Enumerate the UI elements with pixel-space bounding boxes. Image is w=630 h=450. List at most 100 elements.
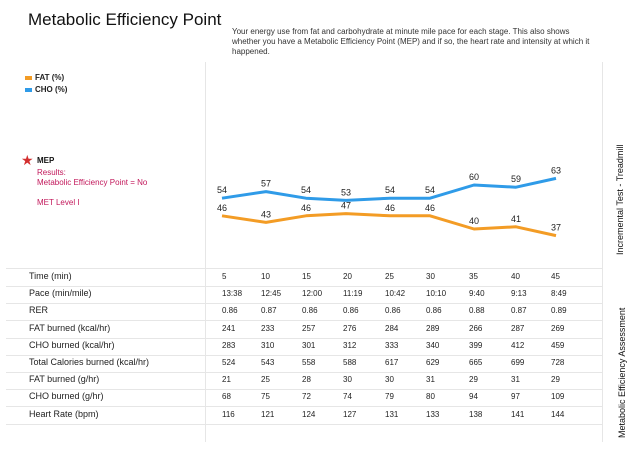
table-row-divider [6, 337, 602, 339]
table-row-label: Total Calories burned (kcal/hr) [29, 357, 150, 367]
table-cell: 289 [426, 323, 440, 333]
table-cell: 31 [426, 375, 435, 385]
table-cell: 80 [426, 392, 435, 402]
table-row-label: FAT burned (g/hr) [29, 374, 100, 385]
table-cell: 10:42 [385, 289, 406, 299]
table-row-divider [6, 389, 602, 391]
data-label-cho: 54 [425, 185, 435, 195]
table-cell: 68 [222, 392, 231, 402]
met-level: MET Level I [37, 198, 80, 207]
table-cell: 0.86 [222, 306, 238, 316]
star-icon: ★ [21, 152, 34, 168]
table-cell: 97 [511, 392, 520, 402]
table-cell: 399 [469, 340, 483, 350]
table-cell: 72 [302, 392, 311, 402]
table-row-label: CHO burned (g/hr) [29, 391, 104, 402]
mep-results-heading: Results: [37, 168, 66, 177]
legend-item-fat: FAT (%) [25, 73, 64, 82]
table-cell: 10 [261, 272, 270, 281]
table-cell: 21 [222, 375, 231, 385]
table-cell: 287 [511, 323, 525, 333]
table-cell: 12:45 [261, 289, 282, 299]
data-label-cho: 57 [261, 179, 271, 189]
table-row-label: Pace (min/mile) [29, 288, 92, 299]
table-cell: 276 [343, 323, 357, 333]
table-cell: 28 [302, 375, 311, 385]
table-cell: 121 [261, 409, 275, 419]
table-cell: 12:00 [302, 289, 323, 299]
table-cell: 30 [426, 272, 435, 281]
table-cell: 312 [343, 340, 357, 350]
table-row-divider [6, 286, 602, 287]
table-cell: 79 [385, 392, 394, 402]
table-cell: 138 [469, 409, 483, 419]
table-cell: 0.86 [302, 306, 318, 316]
series-line-fat [221, 212, 557, 238]
table-cell: 233 [261, 323, 275, 333]
table-cell: 25 [385, 272, 394, 281]
grid-vline-left [205, 62, 206, 442]
table-cell: 131 [385, 409, 399, 419]
table-cell: 728 [551, 358, 565, 367]
table-cell: 558 [302, 358, 316, 367]
table-cell: 29 [551, 375, 560, 385]
table-cell: 124 [302, 409, 316, 419]
table-row-label: Time (min) [29, 271, 72, 281]
series-line-cho [221, 176, 557, 202]
chart-description: Your energy use from fat and carbohydrat… [232, 27, 590, 56]
table-cell: 15 [302, 272, 311, 281]
table-cell: 31 [511, 375, 520, 385]
table-cell: 29 [469, 375, 478, 385]
table-cell: 588 [343, 358, 357, 367]
table-cell: 144 [551, 409, 565, 419]
table-cell: 0.86 [343, 306, 359, 316]
table-row-label: Heart Rate (bpm) [29, 408, 99, 419]
table-cell: 20 [343, 272, 352, 281]
table-row-divider [6, 354, 602, 356]
legend-swatch-fat [25, 75, 32, 80]
data-label-cho: 54 [301, 185, 311, 195]
table-cell: 8:49 [551, 289, 567, 299]
table-cell: 412 [511, 340, 525, 350]
table-cell: 0.86 [385, 306, 401, 316]
table-cell: 301 [302, 340, 316, 350]
mep-result-text: Metabolic Efficiency Point = No [37, 177, 148, 187]
table-cell: 0.88 [469, 306, 485, 316]
table-cell: 629 [426, 358, 440, 367]
data-label-fat: 40 [469, 216, 479, 226]
mep-results: Results: Metabolic Efficiency Point = No [37, 168, 187, 187]
table-cell: 257 [302, 323, 316, 333]
table-cell: 45 [551, 272, 560, 281]
table-cell: 283 [222, 340, 236, 350]
data-label-cho: 63 [551, 165, 561, 175]
table-cell: 133 [426, 409, 440, 419]
table-cell: 0.87 [511, 306, 527, 316]
grid-hline [6, 268, 602, 269]
legend-label-fat: FAT (%) [35, 73, 65, 82]
data-label-fat: 41 [511, 214, 521, 224]
side-label-assessment: Metabolic Efficiency Assessment [617, 307, 627, 438]
table-cell: 30 [385, 375, 394, 385]
data-label-cho: 54 [385, 185, 395, 195]
table-cell: 116 [222, 409, 235, 419]
table-cell: 699 [511, 358, 525, 367]
table-cell: 617 [385, 358, 399, 367]
table-cell: 459 [551, 340, 565, 350]
table-cell: 241 [222, 323, 236, 333]
data-label-cho: 53 [341, 187, 351, 197]
table-cell: 0.89 [551, 306, 567, 316]
table-cell: 35 [469, 272, 478, 281]
table-cell: 74 [343, 392, 352, 402]
table-cell: 310 [261, 340, 275, 350]
table-cell: 94 [469, 392, 478, 402]
table-cell: 266 [469, 323, 483, 333]
table-cell: 333 [385, 340, 399, 350]
data-label-fat: 37 [551, 223, 561, 233]
table-cell: 141 [511, 409, 525, 419]
table-row-divider [6, 372, 602, 373]
mep-label: MEP [37, 156, 55, 165]
table-cell: 543 [261, 358, 275, 367]
table-cell: 109 [551, 392, 565, 402]
table-cell: 0.86 [426, 306, 442, 316]
